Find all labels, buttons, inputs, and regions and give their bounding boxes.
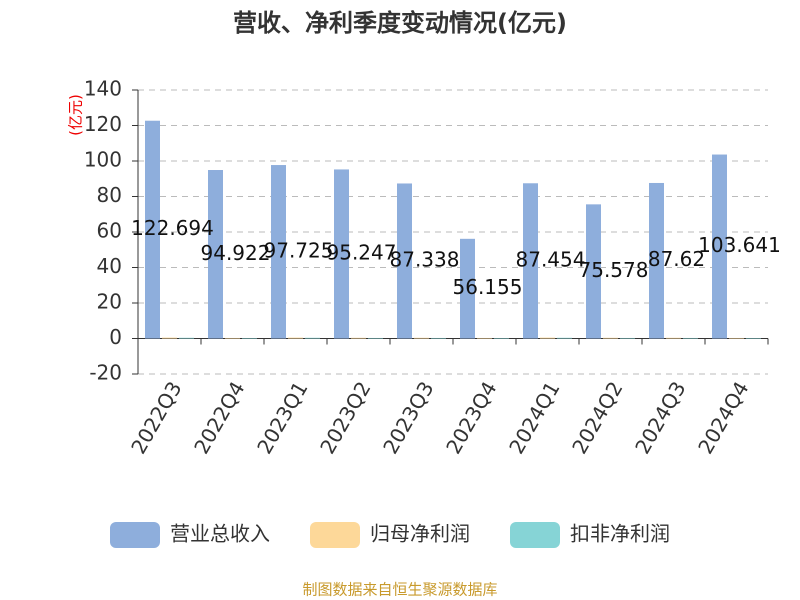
- bar: [225, 337, 240, 339]
- legend-label: 归母净利润: [370, 522, 470, 546]
- x-tick-label: 2022Q3: [126, 377, 186, 458]
- bar: [351, 337, 366, 339]
- y-tick-label: 80: [97, 183, 122, 207]
- bar: [712, 154, 727, 339]
- bar: [523, 183, 538, 339]
- y-axis-label: (亿元): [67, 94, 85, 136]
- x-tick-label: 2024Q3: [630, 377, 690, 458]
- bar: [746, 338, 761, 339]
- data-label: 87.454: [516, 247, 586, 271]
- bar: [603, 337, 618, 339]
- chart-title: 营收、净利季度变动情况(亿元): [233, 9, 567, 37]
- y-tick-label: 100: [84, 148, 122, 172]
- bar: [288, 337, 303, 339]
- x-tick-label: 2024Q2: [567, 377, 627, 458]
- bar: [460, 238, 475, 339]
- y-tick-label: 0: [109, 325, 122, 349]
- bar: [477, 337, 492, 339]
- y-tick-label: 60: [97, 219, 122, 243]
- bar: [145, 120, 160, 339]
- y-tick-label: 120: [84, 112, 122, 136]
- bar: [557, 337, 572, 339]
- bar: [729, 337, 744, 339]
- bar: [305, 337, 320, 339]
- data-label: 87.62: [648, 247, 705, 271]
- data-label: 75.578: [579, 258, 649, 282]
- data-label: 97.725: [264, 238, 334, 262]
- bar: [242, 338, 257, 339]
- x-tick-label: 2023Q2: [315, 377, 375, 458]
- bar: [683, 337, 698, 339]
- data-label: 95.247: [327, 240, 397, 264]
- bar: [208, 170, 223, 339]
- data-label: 87.338: [390, 247, 460, 271]
- data-label: 56.155: [453, 275, 523, 299]
- y-tick-label: -20: [89, 361, 122, 385]
- bar: [162, 337, 177, 339]
- x-tick-label: 2024Q1: [504, 377, 564, 458]
- bar: [414, 337, 429, 339]
- data-label: 94.922: [201, 241, 271, 265]
- data-label: 103.641: [698, 233, 781, 257]
- bar: [397, 183, 412, 339]
- bar: [649, 182, 664, 339]
- bar: [179, 337, 194, 339]
- bar: [540, 337, 555, 339]
- bar: [666, 337, 681, 339]
- y-tick-label: 40: [97, 254, 122, 278]
- legend-swatch: [510, 522, 560, 548]
- legend-label: 扣非净利润: [570, 522, 670, 546]
- bar: [586, 204, 601, 339]
- source: 制图数据来自恒生聚源数据库: [302, 581, 497, 599]
- legend-swatch: [310, 522, 360, 548]
- bar: [271, 165, 286, 339]
- y-tick-label: 20: [97, 290, 122, 314]
- x-tick-label: 2023Q4: [441, 377, 501, 458]
- bar: [334, 169, 349, 339]
- data-label: 122.694: [131, 216, 214, 240]
- bar: [494, 338, 509, 339]
- x-tick-label: 2023Q1: [252, 377, 312, 458]
- x-tick-label: 2022Q4: [189, 377, 249, 458]
- x-tick-label: 2024Q4: [693, 377, 753, 458]
- legend-label: 营业总收入: [170, 522, 270, 546]
- bar: [431, 337, 446, 339]
- x-tick-label: 2023Q3: [378, 377, 438, 458]
- bar: [620, 337, 635, 339]
- legend-swatch: [110, 522, 160, 548]
- y-tick-label: 140: [84, 77, 122, 101]
- bar: [368, 337, 383, 339]
